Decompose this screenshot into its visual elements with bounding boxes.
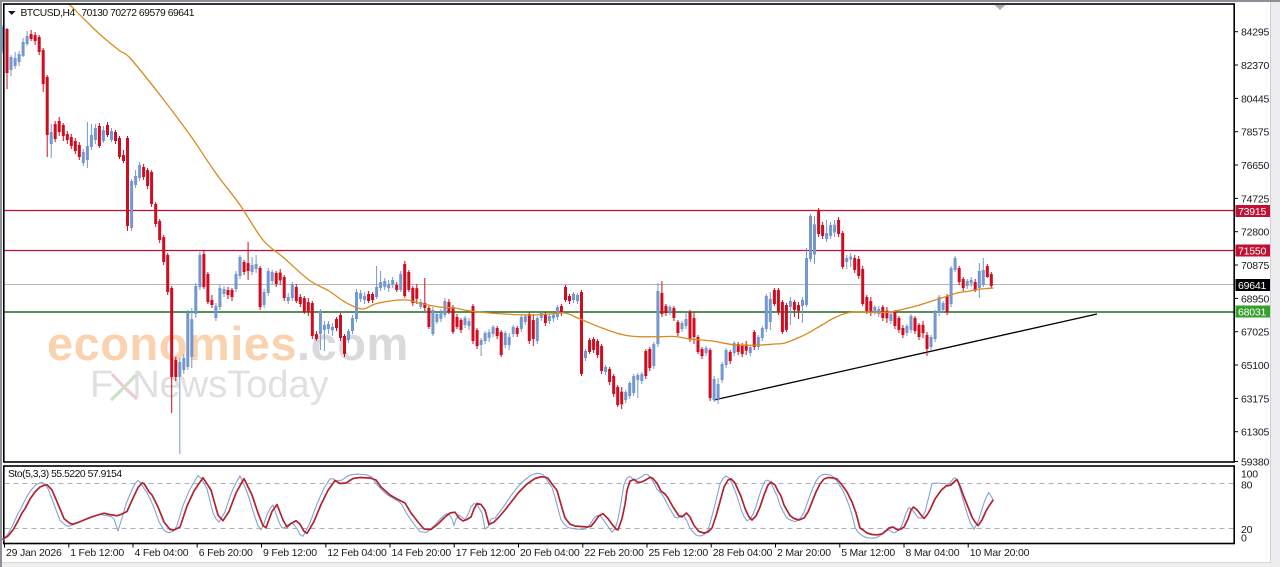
svg-text:1 Feb 12:00: 1 Feb 12:00	[70, 547, 124, 559]
svg-text:61305: 61305	[1241, 427, 1270, 439]
svg-text:2 Mar 20:00: 2 Mar 20:00	[777, 547, 831, 559]
svg-text:84295: 84295	[1241, 27, 1270, 39]
svg-text:76650: 76650	[1241, 160, 1270, 172]
svg-text:78575: 78575	[1241, 127, 1270, 139]
svg-text:20: 20	[1241, 524, 1253, 536]
svg-text:29 Jan 2026: 29 Jan 2026	[6, 547, 62, 559]
svg-text:25 Feb 12:00: 25 Feb 12:00	[649, 547, 709, 559]
svg-text:63175: 63175	[1241, 393, 1270, 405]
svg-text:82370: 82370	[1241, 60, 1270, 72]
svg-text:12 Feb 04:00: 12 Feb 04:00	[327, 547, 387, 559]
svg-text:economies.com: economies.com	[47, 317, 409, 370]
svg-text:5 Mar 12:00: 5 Mar 12:00	[841, 547, 895, 559]
svg-text:71550: 71550	[1238, 246, 1267, 258]
svg-text:0: 0	[1241, 533, 1247, 545]
svg-text:9 Feb 12:00: 9 Feb 12:00	[263, 547, 317, 559]
svg-text:80445: 80445	[1241, 93, 1270, 105]
svg-text:100: 100	[1241, 469, 1258, 481]
svg-text:10 Mar 20:00: 10 Mar 20:00	[970, 547, 1030, 559]
svg-text:8 Mar 04:00: 8 Mar 04:00	[906, 547, 960, 559]
svg-text:59380: 59380	[1241, 457, 1270, 469]
svg-text:4 Feb 04:00: 4 Feb 04:00	[135, 547, 189, 559]
svg-text:65100: 65100	[1241, 360, 1270, 372]
svg-text:67025: 67025	[1241, 327, 1270, 339]
svg-text:80: 80	[1241, 479, 1253, 491]
svg-text:68950: 68950	[1241, 293, 1270, 305]
svg-text:72800: 72800	[1241, 227, 1270, 239]
svg-text:22 Feb 20:00: 22 Feb 20:00	[584, 547, 644, 559]
svg-text:68031: 68031	[1238, 307, 1267, 319]
svg-text:14 Feb 20:00: 14 Feb 20:00	[392, 547, 452, 559]
svg-text:FxNewsToday: FxNewsToday	[90, 364, 329, 406]
svg-text:70875: 70875	[1241, 260, 1270, 272]
svg-text:73915: 73915	[1238, 206, 1267, 218]
svg-text:69641: 69641	[1238, 280, 1267, 292]
svg-text:28 Feb 04:00: 28 Feb 04:00	[713, 547, 773, 559]
svg-text:20 Feb 04:00: 20 Feb 04:00	[520, 547, 580, 559]
svg-text:74725: 74725	[1241, 193, 1270, 205]
svg-text:6 Feb 20:00: 6 Feb 20:00	[199, 547, 253, 559]
svg-text:Sto(5,3,3) 55.5220 57.9154: Sto(5,3,3) 55.5220 57.9154	[8, 469, 122, 480]
svg-text:17 Feb 12:00: 17 Feb 12:00	[456, 547, 516, 559]
